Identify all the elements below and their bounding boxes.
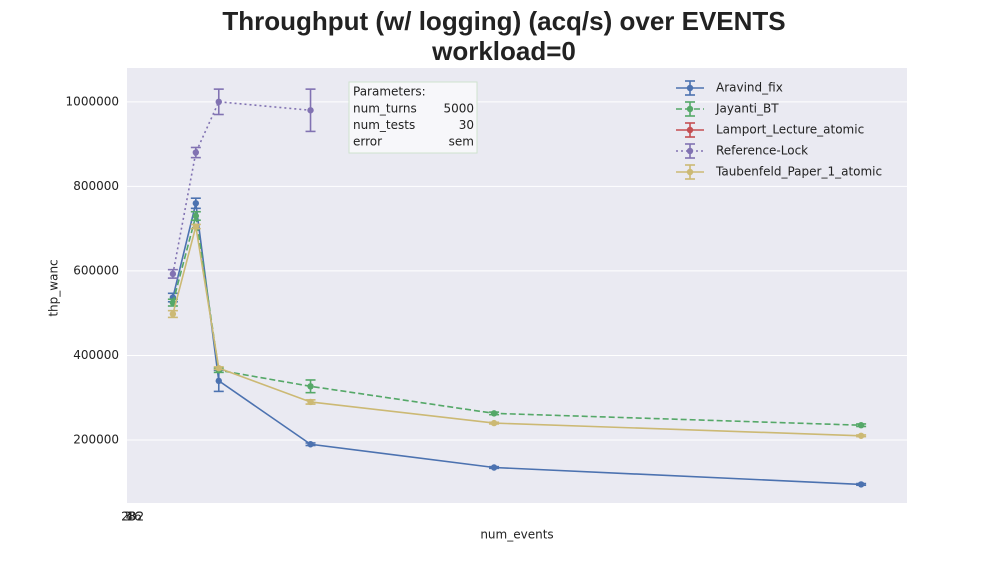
legend-label: Reference-Lock <box>716 144 808 158</box>
data-point <box>857 432 865 439</box>
legend-label: Lamport_Lecture_atomic <box>716 123 864 137</box>
series-line <box>172 100 311 275</box>
parameters-box <box>348 81 478 154</box>
x-tick-label: 32 <box>129 510 144 524</box>
data-point <box>169 299 177 306</box>
data-point <box>307 398 314 406</box>
series-line <box>172 226 862 437</box>
legend-label: Jayanti_BT <box>715 102 779 116</box>
legend-label: Aravind_fix <box>716 81 783 95</box>
plot-area <box>127 68 907 503</box>
legend-marker <box>686 84 694 92</box>
y-axis-label: thp_wanc <box>47 259 61 316</box>
data-point <box>857 481 865 488</box>
legend-marker <box>686 126 694 134</box>
x-tick-label: 4 <box>126 510 134 524</box>
parameter-value: sem <box>449 135 474 149</box>
legend-marker <box>686 168 694 176</box>
y-tick-label: 800000 <box>73 179 119 193</box>
series-line <box>172 215 862 427</box>
y-tick-label: 600000 <box>73 263 119 277</box>
data-point <box>215 377 222 385</box>
y-tick-label: 1000000 <box>66 94 119 108</box>
legend-marker <box>686 105 694 113</box>
chart-title: Throughput (w/ logging) (acq/s) over EVE… <box>222 6 785 36</box>
parameter-key: num_tests <box>353 118 415 132</box>
data-point <box>192 212 200 220</box>
parameter-value: 5000 <box>443 102 474 116</box>
data-point <box>192 200 200 207</box>
data-point <box>490 464 498 471</box>
data-point <box>192 149 200 156</box>
x-tick-label: 16 <box>127 510 142 524</box>
x-tick-label: 2 <box>121 510 129 524</box>
series-line <box>172 203 862 486</box>
data-point <box>169 310 177 318</box>
data-point <box>215 364 222 372</box>
data-point <box>857 422 865 429</box>
x-tick-label: 8 <box>128 510 136 524</box>
y-tick-label: 400000 <box>73 348 119 362</box>
data-point <box>307 107 314 114</box>
chart-title: workload=0 <box>431 36 576 66</box>
x-axis-label: num_events <box>480 528 553 542</box>
legend-marker <box>686 147 694 155</box>
data-point <box>490 419 498 427</box>
parameter-value: 30 <box>459 118 474 132</box>
data-point <box>307 383 314 390</box>
parameter-key: num_turns <box>353 102 417 116</box>
data-point <box>169 270 177 278</box>
parameter-key: error <box>353 135 382 149</box>
legend-label: Taubenfeld_Paper_1_atomic <box>715 165 882 179</box>
data-point <box>215 98 222 106</box>
parameters-title: Parameters: <box>353 85 426 99</box>
data-point <box>307 441 314 448</box>
data-point <box>192 223 200 230</box>
x-tick-label: 3 <box>123 510 131 524</box>
y-tick-label: 200000 <box>73 433 119 447</box>
data-point <box>490 410 498 417</box>
